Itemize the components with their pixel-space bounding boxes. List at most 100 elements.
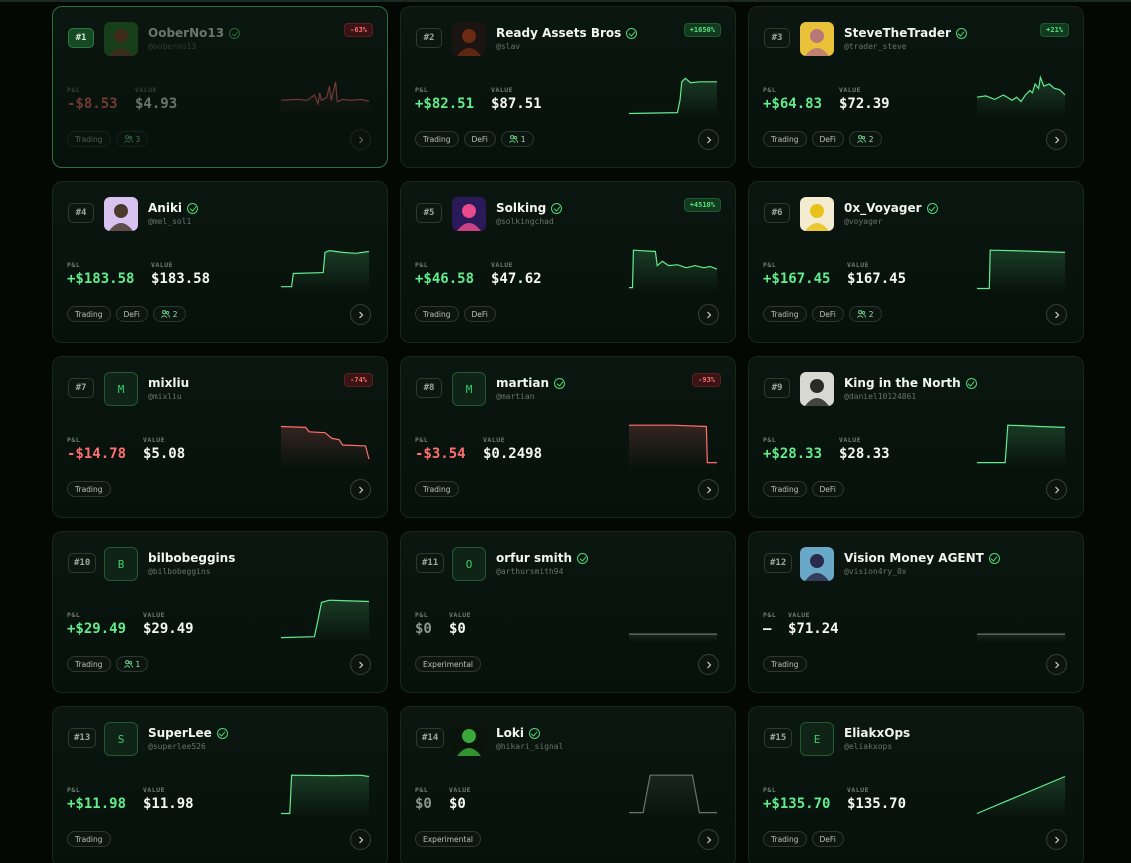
avatar <box>800 197 834 231</box>
tag-trading[interactable]: Trading <box>415 481 459 497</box>
rank-badge: #6 <box>764 203 790 223</box>
trader-card[interactable]: Ready Assets Bros @slav P&L +$82.51 VALUE $87… <box>400 6 736 168</box>
trader-name: Loki <box>496 726 524 740</box>
pnl-label: P&L <box>763 86 777 94</box>
trader-card[interactable]: 0x_Voyager @voyager P&L +$167.45 VALUE $167.4… <box>748 181 1084 343</box>
trader-card[interactable]: SteveTheTrader @trader_steve P&L +$64.83 VAL… <box>748 6 1084 168</box>
pnl-label: P&L <box>415 786 429 794</box>
open-trader-button[interactable] <box>698 479 719 500</box>
copiers-count[interactable]: 1 <box>115 656 149 672</box>
trader-handle: @mel_sol1 <box>148 217 192 226</box>
pnl-value: +$46.58 <box>415 271 475 287</box>
chevron-right-icon <box>357 486 365 494</box>
trader-name-row: OoberNo13 <box>148 26 241 40</box>
copiers-count[interactable]: 2 <box>848 131 882 147</box>
tag-trading[interactable]: Trading <box>763 131 807 147</box>
tag-list: Trading DeFi 1 <box>415 131 534 147</box>
sparkline-chart <box>976 773 1066 817</box>
open-trader-button[interactable] <box>698 129 719 150</box>
dark-figure-avatar-icon <box>452 22 486 56</box>
open-trader-button[interactable] <box>1046 129 1067 150</box>
tag-trading[interactable]: Trading <box>415 131 459 147</box>
trader-card-body: 0x_Voyager @voyager P&L +$167.45 VALUE $167.4… <box>749 182 1083 342</box>
trader-card[interactable]: Loki @hikari_signal P&L $0 VALUE $0 Experimen… <box>400 706 736 863</box>
open-trader-button[interactable] <box>1046 829 1067 850</box>
copiers-count[interactable]: 1 <box>500 131 534 147</box>
sparkline-area <box>629 775 717 817</box>
sparkline-line <box>281 774 370 815</box>
pnl-value: +$135.70 <box>763 796 831 812</box>
open-trader-button[interactable] <box>350 304 371 325</box>
sparkline-chart <box>628 73 717 117</box>
trader-name: Solking <box>496 201 547 215</box>
open-trader-button[interactable] <box>1046 479 1067 500</box>
tag-trading[interactable]: Trading <box>763 656 807 672</box>
trader-card[interactable]: E EliakxOps @eliakxops P&L +$135.70 VALUE $135… <box>748 706 1084 863</box>
pnl-label: P&L <box>763 786 777 794</box>
pnl-label: P&L <box>763 611 777 619</box>
tag-defi[interactable]: DeFi <box>463 306 496 322</box>
open-trader-button[interactable] <box>698 829 719 850</box>
tag-trading[interactable]: Trading <box>415 306 459 322</box>
tag-defi[interactable]: DeFi <box>115 306 148 322</box>
open-trader-button[interactable] <box>350 654 371 675</box>
copiers-count[interactable]: 2 <box>152 306 186 322</box>
trader-name: orfur smith <box>496 551 573 565</box>
open-trader-button[interactable] <box>698 654 719 675</box>
tag-trading[interactable]: Trading <box>67 831 111 847</box>
avatar <box>452 197 486 231</box>
tag-trading[interactable]: Trading <box>67 306 111 322</box>
rank-badge: #10 <box>68 553 97 573</box>
green-horned-avatar-icon <box>452 722 486 756</box>
tag-trading[interactable]: Trading <box>67 131 111 147</box>
trader-name-row: EliakxOps <box>844 726 910 740</box>
tag-list: Trading DeFi <box>763 831 844 847</box>
tag-trading[interactable]: Trading <box>67 481 111 497</box>
copiers-count[interactable]: 2 <box>848 306 882 322</box>
trader-card[interactable]: Vision Money AGENT @vision4ry_0x P&L — VALUE… <box>748 531 1084 693</box>
tag-defi[interactable]: DeFi <box>811 306 844 322</box>
trader-card[interactable]: Aniki @mel_sol1 P&L +$183.58 VALUE $183.58 Tr… <box>52 181 388 343</box>
trader-card[interactable]: Solking @solkingchad P&L +$46.58 VALUE $47.62… <box>400 181 736 343</box>
sparkline-line <box>281 249 370 288</box>
tag-trading[interactable]: Trading <box>763 306 807 322</box>
tag-defi[interactable]: DeFi <box>811 831 844 847</box>
trader-name: OoberNo13 <box>148 26 225 40</box>
pnl-value: +$11.98 <box>67 796 127 812</box>
tag-trading[interactable]: Trading <box>763 831 807 847</box>
trader-card[interactable]: S SuperLee @superlee526 P&L +$11.98 VALUE $11.… <box>52 706 388 863</box>
copiers-count[interactable]: 3 <box>115 131 149 147</box>
tag-experimental[interactable]: Experimental <box>415 831 482 847</box>
tag-trading[interactable]: Trading <box>763 481 807 497</box>
open-trader-button[interactable] <box>350 129 371 150</box>
copiers-count-value: 2 <box>868 309 874 319</box>
avatar: M <box>104 372 138 406</box>
trader-card-body: OoberNo13 @ooberno13 P&L -$8.53 VALUE $4.93 T… <box>53 7 387 167</box>
sparkline-chart <box>281 248 370 292</box>
pnl-label: P&L <box>763 261 777 269</box>
trader-card[interactable]: OoberNo13 @ooberno13 P&L -$8.53 VALUE $4.93 T… <box>52 6 388 168</box>
pnl-label: P&L <box>763 436 777 444</box>
tag-defi[interactable]: DeFi <box>463 131 496 147</box>
trader-card-body: Vision Money AGENT @vision4ry_0x P&L — VALUE… <box>749 532 1083 692</box>
verified-check-icon <box>187 202 199 214</box>
tag-experimental[interactable]: Experimental <box>415 656 482 672</box>
tag-defi[interactable]: DeFi <box>811 131 844 147</box>
tag-list: Trading <box>67 481 111 497</box>
open-trader-button[interactable] <box>1046 304 1067 325</box>
open-trader-button[interactable] <box>698 304 719 325</box>
trader-card[interactable]: King in the North @daniel10124861 P&L +$28.… <box>748 356 1084 518</box>
open-trader-button[interactable] <box>350 479 371 500</box>
trader-name: SteveTheTrader <box>844 26 951 40</box>
open-trader-button[interactable] <box>350 829 371 850</box>
trader-name-row: Loki <box>496 726 540 740</box>
chevron-right-icon <box>357 311 365 319</box>
open-trader-button[interactable] <box>1046 654 1067 675</box>
tag-defi[interactable]: DeFi <box>811 481 844 497</box>
users-icon <box>123 135 133 143</box>
tag-trading[interactable]: Trading <box>67 656 111 672</box>
